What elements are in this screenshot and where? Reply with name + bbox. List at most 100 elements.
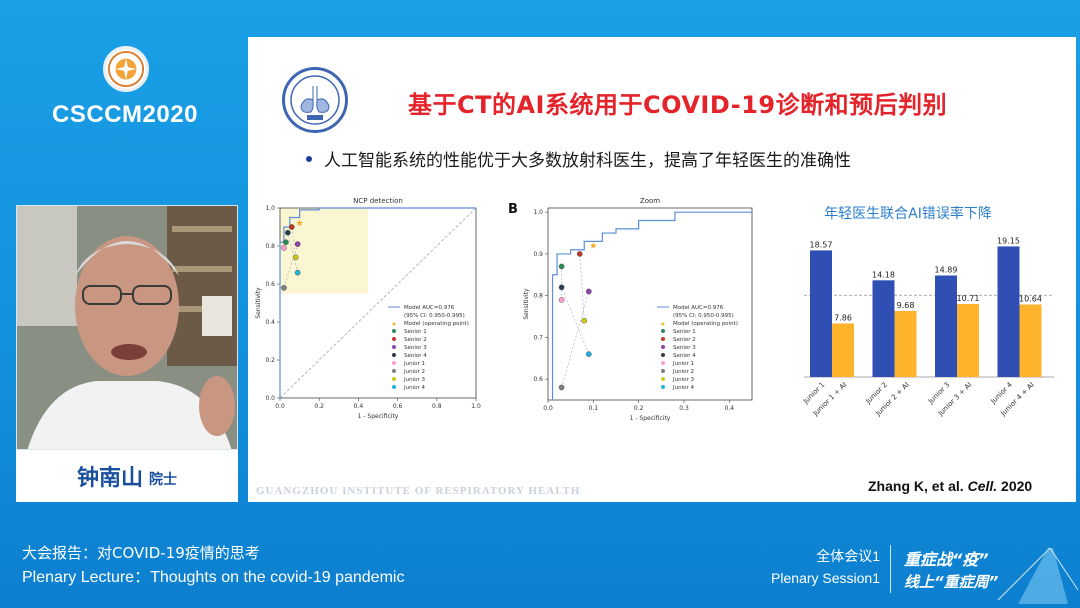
roc-chart-zoom: Zoom 0.0 0.1 0.2 0.3 0.4 0.6 0.7 0.8 0.9 1.0 1 - Sp… — [508, 197, 753, 422]
watermark: GUANGZHOU INSTITUTE OF RESPIRATORY HEALT… — [256, 485, 581, 497]
lungs-icon — [290, 75, 340, 125]
bar-value-label: 10.64 — [1019, 294, 1042, 303]
y-axis-label: Sensitivity — [523, 288, 530, 320]
y-tick-label: 0.6 — [533, 376, 543, 383]
emblem-icon — [107, 50, 145, 88]
bullet-point: 人工智能系统的性能优于大多数放射科医生，提高了年轻医生的准确性 — [306, 146, 851, 171]
legend-label: Senior 4 — [404, 353, 427, 359]
roc-curve — [279, 207, 476, 398]
bar-value-label: 14.89 — [935, 265, 958, 274]
legend-label: Junior 2 — [672, 369, 694, 375]
legend-marker — [392, 337, 396, 341]
x-tick-label: 0.6 — [393, 403, 403, 410]
session-caption: 全体会议1 Plenary Session1 — [771, 545, 880, 589]
reader-point — [558, 297, 565, 303]
bridge-icon — [997, 547, 1078, 604]
model-operating-point: ★ — [589, 242, 597, 252]
x-tick-label: 0.4 — [354, 403, 364, 410]
legend-label: Senior 2 — [673, 337, 696, 343]
reader-point — [558, 263, 565, 270]
session-en: Plenary Session1 — [771, 570, 880, 586]
institute-logo — [282, 67, 348, 133]
legend-marker: ★ — [660, 321, 665, 328]
legend-marker — [392, 385, 396, 389]
legend-label: Senior 3 — [673, 345, 696, 351]
legend-marker — [392, 345, 396, 349]
x-axis-label: 1 - Specificity — [630, 415, 671, 422]
legend-label: Junior 4 — [403, 385, 425, 391]
legend-label: Junior 3 — [672, 377, 694, 383]
x-tick-label: 0.0 — [275, 403, 285, 410]
reader-point — [281, 245, 287, 251]
bar — [894, 311, 917, 377]
bar — [957, 303, 979, 377]
association-emblem — [103, 46, 149, 92]
legend-marker — [661, 337, 665, 341]
x-tick-label: 0.8 — [432, 403, 442, 410]
x-axis-label: 1 - Specificity — [358, 413, 399, 420]
legend-label: Model AUC=0.976 — [404, 305, 455, 311]
bar-chart-title: 年轻医生联合AI错误率下降 — [824, 206, 992, 222]
y-tick-label: 0.0 — [265, 395, 275, 402]
y-axis-label: Sensitivity — [255, 287, 262, 319]
citation-journal: Cell. — [967, 478, 998, 494]
citation-authors: Zhang K, et al. — [868, 478, 964, 494]
legend-marker — [392, 377, 396, 381]
pair-link — [561, 291, 590, 388]
y-tick-label: 0.8 — [265, 243, 275, 250]
presentation-slide: 基于CT的AI系统用于COVID-19诊断和预后判别 人工智能系统的性能优于大多… — [248, 37, 1076, 502]
legend-label: Junior 2 — [403, 369, 425, 375]
x-tick-label: 0.2 — [634, 405, 644, 412]
speaker-title: 院士 — [149, 472, 177, 488]
x-tick-label: 0.4 — [725, 405, 735, 412]
reader-point — [288, 224, 295, 230]
bullet-text: 人工智能系统的性能优于大多数放射科医生，提高了年轻医生的准确性 — [324, 151, 851, 171]
legend-label: Junior 4 — [672, 385, 694, 391]
legend-label: Senior 4 — [673, 353, 696, 359]
speaker-photo — [17, 206, 237, 449]
x-tick-label: 0.2 — [314, 403, 324, 410]
slide-title: 基于CT的AI系统用于COVID-19诊断和预后判别 — [408, 91, 948, 119]
bar — [810, 250, 832, 377]
conference-name: CSCCM2020 — [52, 101, 198, 128]
pair-link — [561, 287, 590, 355]
reader-point — [581, 317, 588, 324]
y-tick-label: 1.0 — [265, 205, 275, 212]
legend-label: Model (operating point) — [404, 321, 469, 327]
chart-title: NCP detection — [353, 197, 403, 205]
pair-link — [291, 226, 296, 258]
session-zh: 全体会议1 — [816, 548, 880, 564]
lecture-title-en: Plenary Lecture：Thoughts on the covid-19… — [22, 569, 405, 586]
x-tick-label: 0.3 — [679, 405, 689, 412]
chart-title: Zoom — [640, 197, 660, 205]
speaker-video — [16, 205, 238, 450]
bar-value-label: 9.68 — [897, 301, 915, 310]
lecture-caption: 大会报告：对COVID-19疫情的思考 Plenary Lecture：Thou… — [22, 541, 404, 591]
legend-marker — [661, 385, 665, 389]
chance-line — [279, 207, 477, 399]
legend-label: Junior 1 — [403, 361, 425, 367]
legend-marker — [392, 361, 396, 365]
legend-marker — [392, 329, 396, 333]
reader-point — [586, 351, 592, 357]
reader-point — [294, 241, 301, 247]
bar — [935, 275, 957, 377]
legend-marker — [661, 329, 665, 333]
bar — [872, 280, 895, 377]
legend-marker — [392, 353, 396, 357]
bar-value-label: 14.18 — [872, 270, 895, 279]
legend-marker — [392, 369, 396, 373]
y-tick-label: 0.2 — [265, 357, 275, 364]
model-operating-point: ★ — [296, 219, 304, 229]
reader-point — [576, 251, 583, 257]
citation-year: 2020 — [1001, 478, 1033, 494]
roc-curve — [551, 211, 752, 400]
bar — [997, 246, 1020, 377]
legend-label: (95% CI: 0.950-0.995) — [404, 313, 465, 319]
legend-label: Junior 1 — [672, 361, 694, 367]
bar — [832, 323, 854, 377]
speaker-name: 钟南山 — [76, 466, 143, 491]
bar-value-label: 19.15 — [997, 236, 1020, 245]
y-tick-label: 0.9 — [533, 251, 543, 258]
y-tick-label: 0.4 — [265, 319, 275, 326]
